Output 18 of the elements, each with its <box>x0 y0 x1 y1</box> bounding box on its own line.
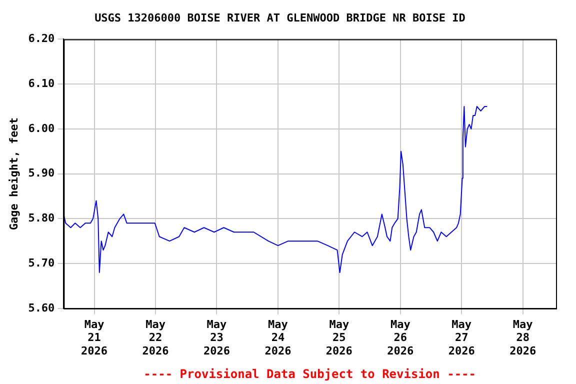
y-tick-label: 6.20 <box>28 32 55 46</box>
x-tick-label: May 22 2026 <box>142 318 170 358</box>
y-tick-label: 6.10 <box>28 76 55 90</box>
x-tick-label: May 28 2026 <box>510 318 536 358</box>
y-tick-label: 6.00 <box>28 122 55 135</box>
chart-title: USGS 13206000 BOISE RIVER AT GLENWOOD BRIDGE NR BOISE ID <box>94 11 466 24</box>
y-tick-label: 5.80 <box>28 212 55 225</box>
x-tick-label: May 26 2026 <box>387 318 414 358</box>
y-tick-label: 5.60 <box>28 301 55 314</box>
x-tick-label: May 27 2026 <box>448 318 476 358</box>
x-tick-label: May 23 2026 <box>203 318 230 358</box>
y-tick-label: 5.90 <box>28 166 55 180</box>
y-tick-label: 5.70 <box>28 256 55 270</box>
y-axis-title: Gage height, feet <box>7 118 20 230</box>
x-tick-label: May 21 2026 <box>81 318 108 358</box>
x-tick-label: May 24 2026 <box>264 318 292 358</box>
text: ---- Provisional Data Subject to Revision ---- <box>144 367 476 381</box>
x-tick-label: May 25 2026 <box>326 318 353 358</box>
